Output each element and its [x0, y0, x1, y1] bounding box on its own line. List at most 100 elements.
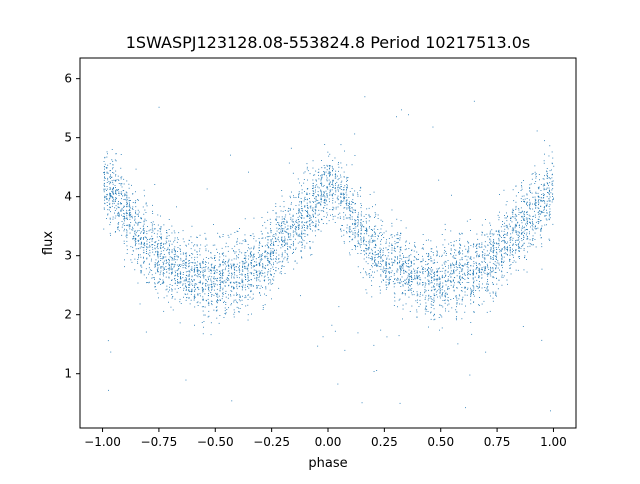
data-point [348, 206, 350, 208]
data-point [503, 253, 505, 254]
data-point [441, 254, 443, 256]
data-point [478, 243, 480, 244]
data-point [273, 258, 274, 260]
data-point [303, 179, 305, 180]
data-point [126, 235, 128, 236]
data-point [143, 274, 145, 276]
data-point [442, 267, 444, 269]
data-point [441, 276, 443, 278]
data-point [163, 262, 165, 264]
data-point [216, 300, 217, 302]
data-point [450, 263, 452, 265]
data-point [337, 213, 339, 215]
data-point [165, 266, 167, 268]
data-point [486, 254, 488, 256]
data-point [126, 232, 128, 234]
data-point [216, 278, 218, 279]
data-point [388, 263, 390, 265]
data-point [263, 279, 265, 281]
data-point [297, 216, 299, 218]
data-point [436, 290, 438, 292]
data-point [252, 255, 254, 257]
data-point [447, 271, 449, 273]
data-point [112, 201, 114, 203]
data-point [525, 234, 527, 236]
data-point [410, 285, 411, 287]
data-point [284, 256, 286, 258]
data-point [483, 260, 485, 262]
data-point [323, 207, 324, 209]
data-point [503, 256, 505, 258]
data-point [259, 259, 261, 261]
data-point [332, 202, 334, 204]
data-point [447, 271, 449, 273]
data-point [144, 218, 146, 220]
data-point [341, 201, 343, 203]
data-point [304, 199, 306, 200]
data-point [208, 315, 210, 317]
data-point [304, 171, 306, 173]
data-point [185, 271, 187, 273]
data-point [187, 275, 189, 277]
data-point [293, 268, 295, 270]
data-point [332, 160, 334, 161]
data-point [403, 272, 405, 274]
data-point [385, 273, 387, 274]
data-point [332, 214, 333, 216]
data-point [115, 170, 117, 172]
data-point [439, 282, 441, 284]
data-point [318, 187, 320, 189]
data-point [374, 262, 376, 263]
data-point [486, 287, 488, 289]
data-point [270, 258, 272, 260]
data-point [142, 206, 144, 208]
data-point [436, 271, 438, 273]
data-point [355, 232, 356, 234]
data-point [534, 239, 536, 240]
data-point [397, 256, 398, 258]
data-point [371, 259, 373, 261]
data-point [134, 230, 135, 232]
data-point [434, 289, 435, 291]
data-point [477, 287, 479, 289]
data-point [244, 234, 246, 236]
data-point [121, 198, 122, 200]
data-point [499, 235, 500, 236]
data-point [324, 200, 326, 202]
data-point [410, 272, 411, 274]
data-point [228, 270, 230, 272]
data-point [267, 211, 269, 213]
data-point [289, 225, 291, 227]
data-point [173, 259, 175, 261]
data-point [258, 285, 260, 286]
data-point [231, 268, 232, 270]
data-point [112, 193, 114, 195]
data-point [118, 191, 120, 193]
data-point [402, 263, 404, 265]
data-point [233, 313, 235, 315]
data-point [535, 228, 537, 230]
data-point [289, 238, 291, 240]
data-point [436, 255, 438, 257]
data-point [534, 214, 536, 216]
data-point [450, 265, 452, 267]
data-point [385, 247, 387, 249]
data-point [416, 278, 418, 280]
data-point [385, 241, 387, 243]
data-point [106, 171, 108, 173]
data-point [507, 228, 509, 230]
data-point [119, 193, 121, 194]
data-point [225, 302, 227, 303]
data-point [222, 294, 224, 295]
data-point [483, 257, 485, 259]
data-point [550, 192, 552, 194]
data-point [489, 230, 491, 232]
data-point [346, 200, 348, 201]
data-point [124, 198, 126, 200]
data-point [343, 194, 344, 196]
data-point [129, 206, 131, 208]
data-point [267, 252, 268, 253]
data-point [363, 268, 364, 270]
data-point [444, 272, 446, 274]
data-point [222, 253, 224, 255]
